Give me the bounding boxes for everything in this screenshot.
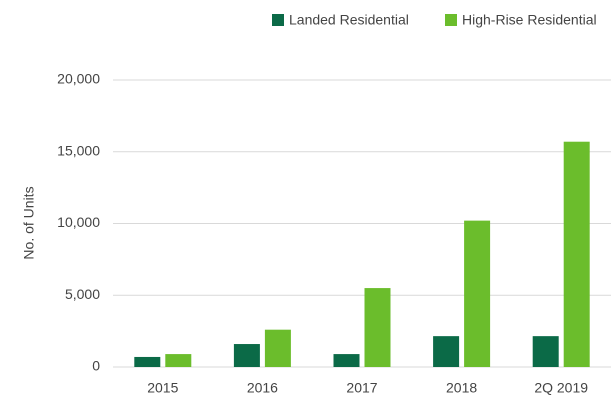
bar xyxy=(464,220,491,367)
y-tick-label: 0 xyxy=(92,358,100,374)
legend-swatch xyxy=(272,14,284,26)
y-tick-label: 10,000 xyxy=(57,214,100,230)
legend-label: High-Rise Residential xyxy=(462,12,597,28)
legend-label: Landed Residential xyxy=(289,12,409,28)
bar xyxy=(233,344,260,367)
x-tick-label: 2Q 2019 xyxy=(534,380,588,396)
x-tick-label: 2015 xyxy=(147,380,178,396)
x-tick-label: 2016 xyxy=(247,380,278,396)
bar xyxy=(264,329,291,367)
bar xyxy=(532,336,559,367)
y-tick-label: 5,000 xyxy=(65,286,100,302)
x-tick-label: 2018 xyxy=(446,380,477,396)
bar xyxy=(134,356,161,367)
bar xyxy=(165,354,192,367)
bar xyxy=(333,354,360,367)
x-tick-label: 2017 xyxy=(346,380,377,396)
bar xyxy=(433,336,460,367)
legend-swatch xyxy=(445,14,457,26)
y-tick-label: 15,000 xyxy=(57,142,100,158)
y-axis-label: No. of Units xyxy=(21,186,37,259)
bar xyxy=(563,141,590,367)
bar xyxy=(364,288,391,367)
y-tick-label: 20,000 xyxy=(57,71,100,87)
